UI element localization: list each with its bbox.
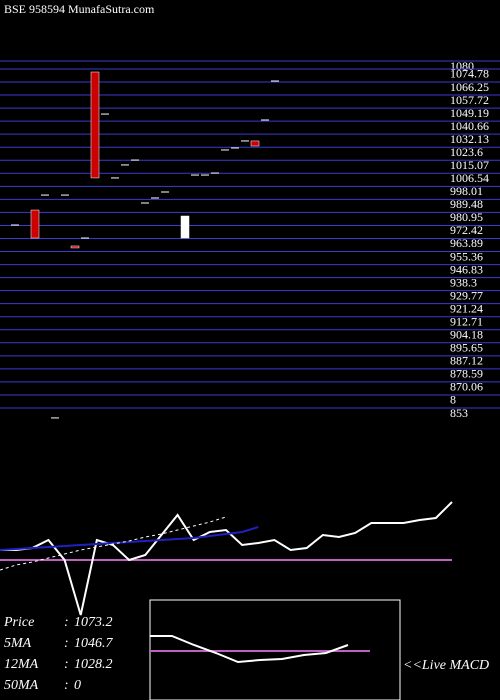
chart-title: BSE 958594 MunafaSutra.com — [4, 2, 155, 16]
stat-value: 0 — [74, 678, 81, 693]
stat-sep: : — [64, 636, 69, 651]
y-tick-label: 946.83 — [450, 262, 483, 276]
stat-sep: : — [64, 678, 69, 693]
candle — [180, 215, 190, 239]
candle — [90, 71, 100, 179]
indicator-line — [150, 635, 349, 664]
indicator-line — [0, 526, 259, 551]
y-tick-label: 998.01 — [450, 184, 483, 198]
macd-title: <<Live MACD — [403, 658, 489, 673]
y-tick-label: 1032.13 — [450, 132, 489, 146]
indicator-line — [0, 501, 453, 616]
y-tick-label: 980.95 — [450, 210, 483, 224]
y-tick-label: 938.3 — [450, 275, 477, 289]
y-tick-label: 955.36 — [450, 249, 483, 263]
y-tick-label: 895.65 — [450, 341, 483, 355]
y-tick-label: 1006.54 — [450, 171, 489, 185]
y-tick-label: 887.12 — [450, 354, 483, 368]
stat-value: 1028.2 — [74, 657, 113, 672]
stat-label: 50MA — [4, 678, 39, 693]
y-tick-label: 1040.66 — [450, 119, 489, 133]
stat-label: Price — [3, 615, 34, 630]
y-tick-label: 8 — [450, 393, 456, 407]
y-tick-label: 1049.19 — [450, 106, 489, 120]
y-tick-label: 1015.07 — [450, 158, 489, 172]
y-tick-label: 921.24 — [450, 301, 483, 315]
y-tick-label: 878.59 — [450, 367, 483, 381]
y-tick-label: 853 — [450, 406, 468, 420]
y-tick-label: 972.42 — [450, 223, 483, 237]
candle — [70, 245, 80, 249]
y-tick-label: 929.77 — [450, 288, 483, 302]
indicator-line — [0, 516, 227, 571]
stat-value: 1046.7 — [74, 636, 114, 651]
candle — [30, 209, 40, 239]
y-tick-label: 904.18 — [450, 328, 483, 342]
stat-label: 12MA — [4, 657, 39, 672]
y-tick-label: 1023.6 — [450, 145, 483, 159]
y-tick-label: 1066.25 — [450, 80, 489, 94]
y-tick-label: 912.71 — [450, 314, 483, 328]
y-tick-label: 989.48 — [450, 197, 483, 211]
y-tick-label: 963.89 — [450, 236, 483, 250]
stat-label: 5MA — [4, 636, 32, 651]
stat-sep: : — [64, 657, 69, 672]
candle — [250, 140, 260, 147]
stat-value: 1073.2 — [74, 615, 113, 630]
y-tick-label: 1074.78 — [450, 67, 489, 81]
stat-sep: : — [64, 615, 69, 630]
y-tick-label: 870.06 — [450, 380, 483, 394]
y-tick-label: 1057.72 — [450, 93, 489, 107]
